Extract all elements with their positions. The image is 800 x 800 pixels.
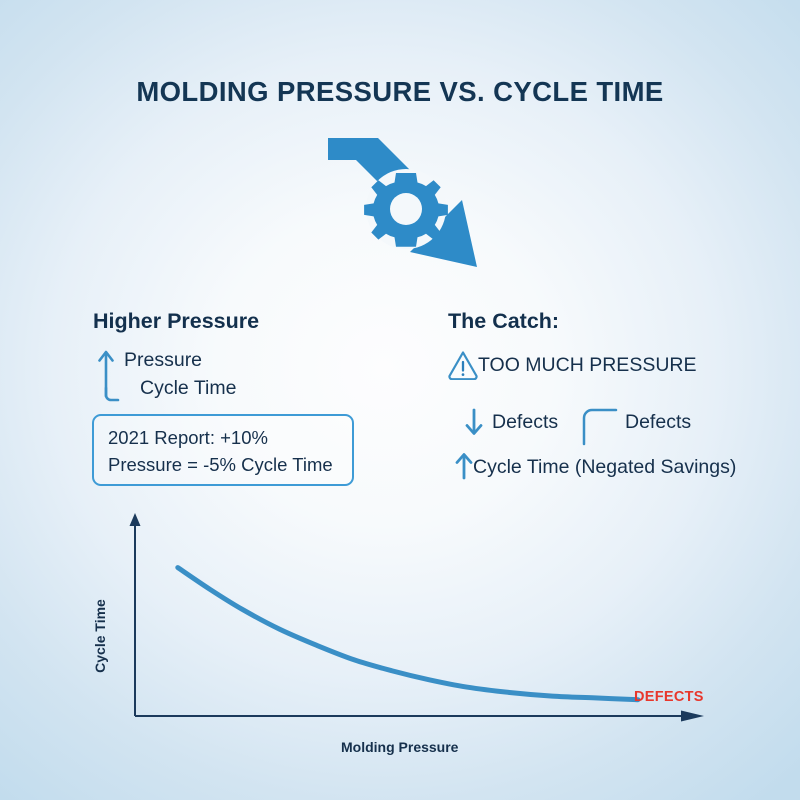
y-axis-arrowhead (129, 513, 141, 526)
arrow-up-hook-down-icon (98, 350, 120, 402)
left-line1-label: Pressure (124, 349, 203, 371)
chart-svg (129, 513, 704, 722)
left-column-heading: Higher Pressure (93, 309, 260, 333)
arrow-down-icon (465, 408, 483, 435)
right-column-heading: The Catch: (448, 309, 560, 333)
defects-hook-label: Defects (625, 411, 692, 433)
left-line2-label: Cycle Time (140, 377, 237, 399)
hook-up-right-icon (582, 408, 618, 446)
cycle-time-negated-label: Cycle Time (Negated Savings) (473, 456, 737, 478)
warning-triangle-icon (448, 351, 478, 380)
report-callout-box: 2021 Report: +10% Pressure = -5% Cycle T… (92, 414, 354, 486)
arrow-up-icon (455, 453, 473, 480)
cycle-time-vs-pressure-chart: Cycle Time Molding Pressure DEFECTS (70, 495, 750, 775)
page-title: MOLDING PRESSURE VS. CYCLE TIME (136, 76, 664, 107)
gear-arrow-down-icon (328, 138, 477, 267)
x-axis-label: Molding Pressure (341, 739, 459, 755)
x-axis-arrowhead (681, 710, 704, 722)
callout-line-2: Pressure = -5% Cycle Time (108, 454, 333, 475)
cycle-time-curve (175, 565, 641, 703)
callout-line-1: 2021 Report: +10% (108, 427, 268, 448)
defects-down-label: Defects (492, 411, 559, 433)
defects-annotation: DEFECTS (634, 689, 704, 705)
y-axis-label: Cycle Time (91, 599, 108, 673)
too-much-pressure-label: TOO MUCH PRESSURE (478, 354, 697, 376)
